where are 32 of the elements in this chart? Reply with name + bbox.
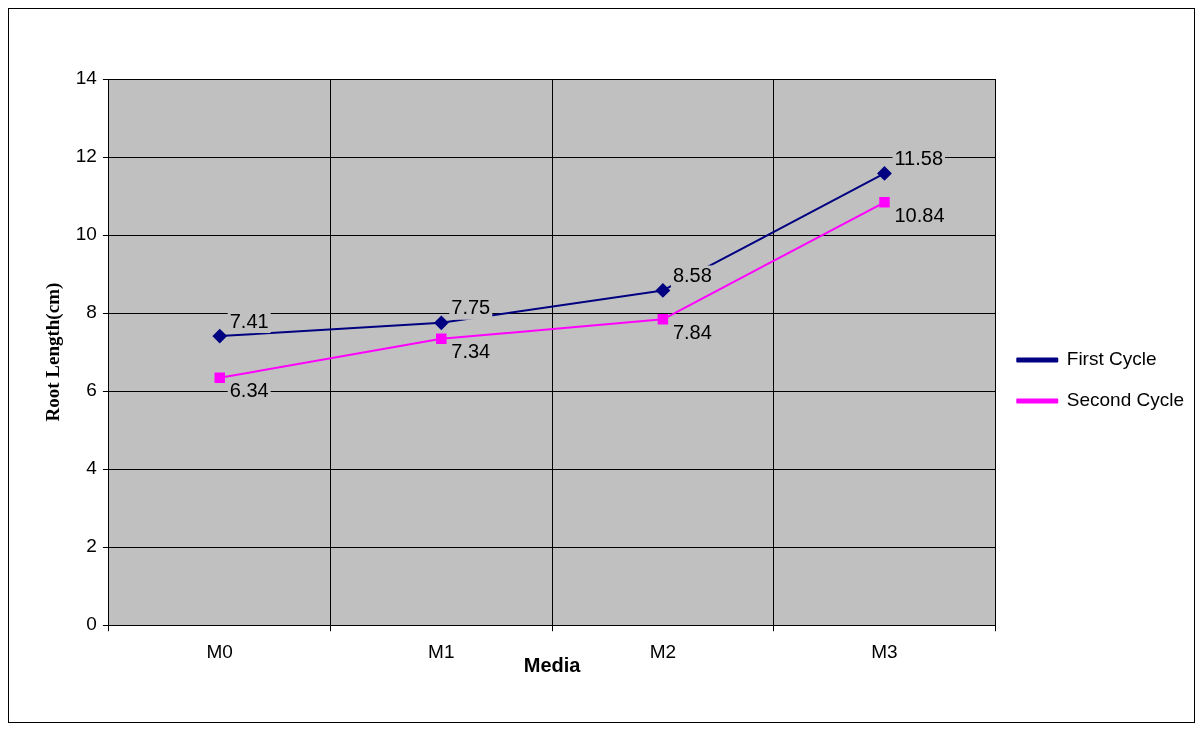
data-label: 10.84 bbox=[894, 203, 945, 226]
point bbox=[436, 333, 447, 345]
y-tick-label: 0 bbox=[86, 613, 97, 635]
x-axis-title: Media bbox=[523, 653, 582, 676]
point bbox=[657, 314, 669, 325]
x-tick-label: M0 bbox=[206, 640, 233, 662]
x-tick-label: M2 bbox=[649, 640, 677, 662]
point bbox=[879, 197, 890, 208]
data-label: 7.84 bbox=[672, 320, 712, 343]
x-tick-label: M3 bbox=[871, 640, 898, 662]
data-label: 7.34 bbox=[451, 340, 491, 363]
x-tick-label: M1 bbox=[428, 640, 455, 662]
legend-label: First Cycle bbox=[1066, 348, 1157, 370]
data-label: 11.58 bbox=[894, 146, 944, 169]
y-axis-title: Root Length(cm) bbox=[42, 282, 65, 422]
point bbox=[212, 329, 227, 344]
data-label: 7.75 bbox=[451, 296, 491, 319]
data-label: 7.41 bbox=[229, 309, 269, 332]
point bbox=[214, 372, 225, 384]
y-tick-label: 8 bbox=[86, 301, 97, 323]
y-tick-label: 14 bbox=[75, 67, 98, 89]
point bbox=[877, 166, 892, 181]
point bbox=[655, 283, 670, 298]
y-tick-label: 12 bbox=[75, 145, 97, 167]
y-tick-label: 2 bbox=[86, 535, 97, 557]
legend-label: Second Cycle bbox=[1066, 389, 1185, 411]
data-label: 8.58 bbox=[672, 263, 712, 286]
y-tick-label: 10 bbox=[75, 223, 97, 245]
point bbox=[434, 315, 449, 330]
y-tick-label: 6 bbox=[86, 379, 97, 401]
data-label: 6.34 bbox=[229, 379, 269, 402]
y-tick-label: 4 bbox=[86, 457, 98, 479]
